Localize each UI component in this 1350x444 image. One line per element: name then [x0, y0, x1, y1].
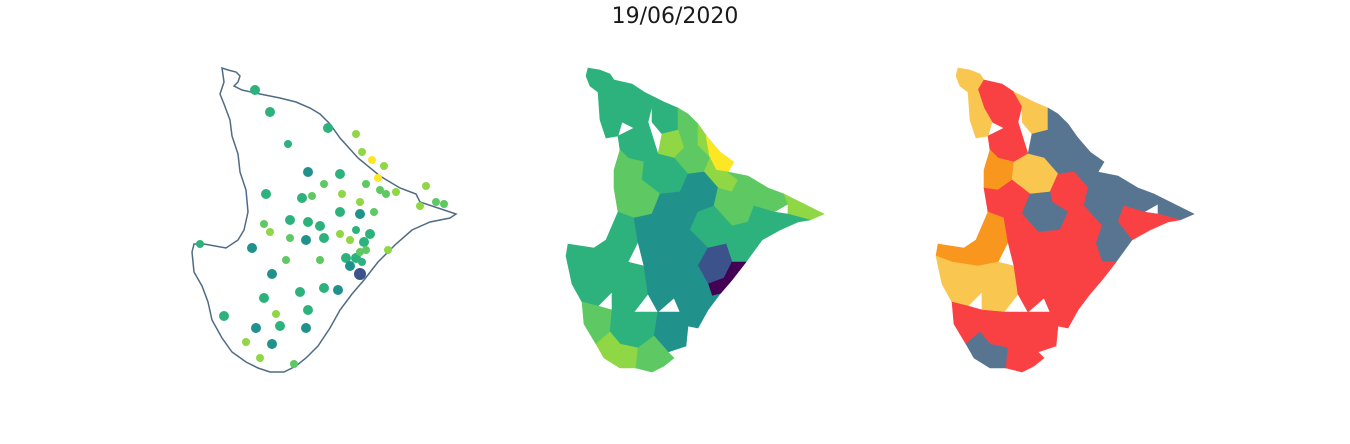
station-point: [336, 230, 344, 238]
station-point: [416, 202, 424, 210]
choropleth-regions: [565, 67, 825, 373]
station-point: [362, 180, 370, 188]
station-point: [315, 221, 325, 231]
station-point: [384, 246, 392, 254]
station-point: [376, 186, 384, 194]
station-point: [338, 190, 346, 198]
municipality-region: [635, 335, 675, 373]
station-point: [365, 229, 375, 239]
station-point: [368, 156, 376, 164]
station-point: [392, 188, 400, 196]
station-point: [362, 246, 370, 254]
station-point: [275, 321, 285, 331]
points-layer: [196, 85, 448, 368]
municipality-region: [643, 257, 677, 313]
station-point: [358, 148, 366, 156]
choropleth-map-svg: [565, 67, 825, 373]
station-point: [301, 323, 311, 333]
municipality-region: [1013, 257, 1047, 313]
category-regions: [935, 67, 1195, 373]
station-point: [440, 200, 448, 208]
station-point: [286, 234, 294, 242]
station-point: [282, 256, 290, 264]
station-point: [345, 261, 355, 271]
station-point: [285, 215, 295, 225]
station-point: [316, 256, 324, 264]
municipality-region: [565, 255, 613, 307]
station-point: [272, 310, 280, 318]
station-point: [261, 189, 271, 199]
station-point: [303, 167, 313, 177]
choropleth-map: [548, 62, 848, 382]
municipality-region: [1005, 335, 1045, 373]
station-point: [370, 208, 378, 216]
station-point: [251, 323, 261, 333]
station-point: [247, 243, 257, 253]
station-point: [346, 236, 354, 244]
station-point: [266, 228, 274, 236]
station-point: [432, 198, 440, 206]
station-point: [358, 258, 366, 266]
station-point: [335, 207, 345, 217]
station-point: [359, 237, 369, 247]
station-point: [308, 192, 316, 200]
station-point: [301, 235, 311, 245]
station-point: [355, 209, 365, 219]
station-point: [380, 162, 388, 170]
station-point: [382, 190, 390, 198]
station-point: [295, 287, 305, 297]
station-point: [356, 198, 364, 206]
station-point: [354, 268, 366, 280]
station-point: [341, 253, 351, 263]
station-point: [374, 174, 382, 182]
station-point: [335, 169, 345, 179]
station-point: [323, 123, 333, 133]
municipality-region: [565, 211, 639, 267]
municipality-region: [967, 89, 993, 139]
station-point: [265, 107, 275, 117]
station-point: [303, 305, 313, 315]
station-point: [260, 220, 268, 228]
station-point: [284, 140, 292, 148]
point-map: [180, 62, 480, 382]
station-point: [422, 182, 430, 190]
station-point: [319, 233, 329, 243]
municipality-region: [935, 255, 983, 307]
municipality-region: [597, 89, 623, 139]
station-point: [196, 240, 204, 248]
figure-title: 19/06/2020: [611, 4, 739, 29]
station-point: [256, 354, 264, 362]
state-outline: [191, 66, 458, 373]
municipality-region: [935, 211, 1009, 267]
category-map-svg: [935, 67, 1195, 373]
station-point: [242, 338, 250, 346]
station-point: [290, 360, 298, 368]
station-point: [250, 85, 260, 95]
municipality-region: [607, 261, 649, 313]
station-point: [352, 130, 360, 138]
station-point: [297, 193, 307, 203]
station-point: [267, 269, 277, 279]
station-point: [352, 226, 360, 234]
point-map-svg: [191, 66, 458, 373]
station-point: [303, 217, 313, 227]
station-point: [259, 293, 269, 303]
category-map: [918, 62, 1218, 382]
station-point: [319, 283, 329, 293]
station-point: [333, 285, 343, 295]
station-point: [219, 311, 229, 321]
station-point: [320, 180, 328, 188]
station-point: [267, 339, 277, 349]
municipality-region: [977, 261, 1019, 313]
